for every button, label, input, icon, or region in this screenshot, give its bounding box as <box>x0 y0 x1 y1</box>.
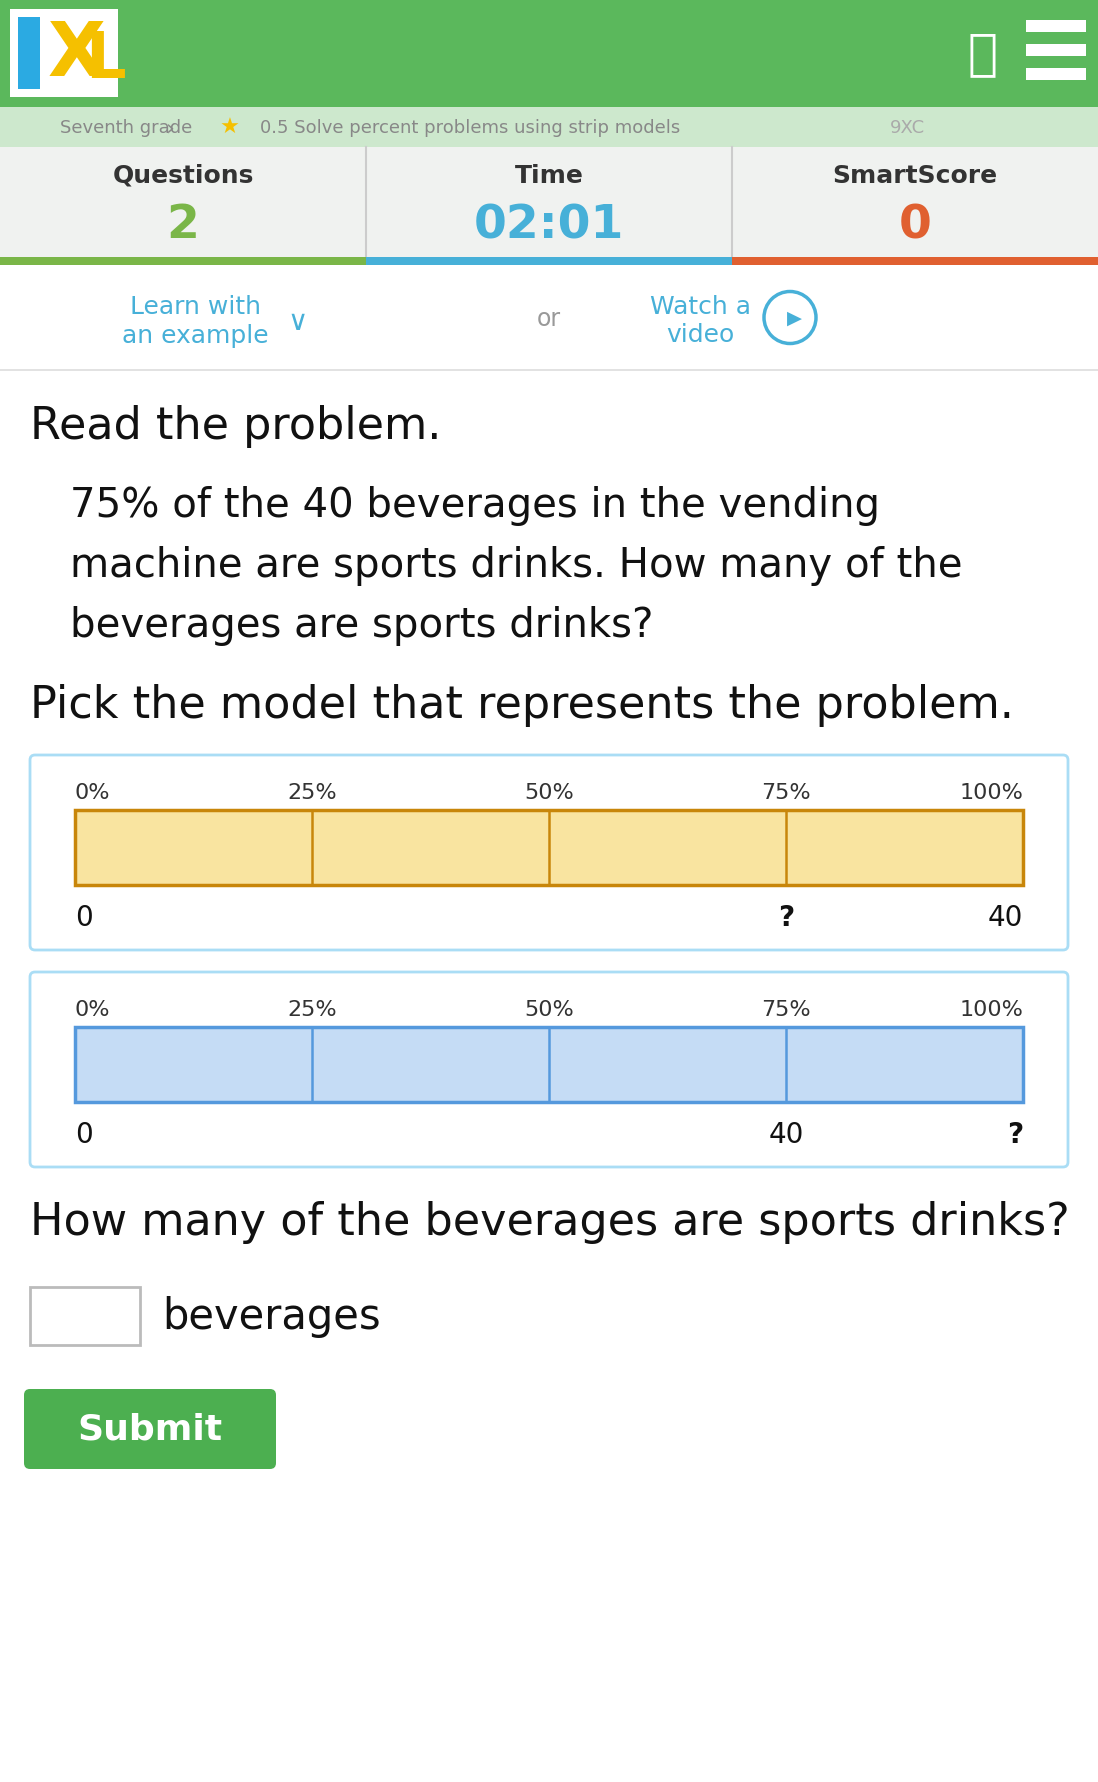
Bar <box>10 11 117 98</box>
FancyBboxPatch shape <box>30 756 1068 950</box>
Bar <box>366 258 732 266</box>
Text: 25%: 25% <box>288 1000 337 1019</box>
Text: Time: Time <box>515 164 583 187</box>
FancyBboxPatch shape <box>24 1390 276 1468</box>
Text: 75%: 75% <box>761 1000 810 1019</box>
Bar <box>0 148 1098 258</box>
Bar <box>75 811 1023 886</box>
Text: Submit: Submit <box>78 1411 223 1447</box>
FancyBboxPatch shape <box>30 973 1068 1167</box>
Bar <box>1026 21 1086 34</box>
Text: X: X <box>48 20 105 93</box>
Text: ∨: ∨ <box>288 308 309 337</box>
Text: or: or <box>537 307 561 330</box>
Text: SmartScore: SmartScore <box>832 164 998 187</box>
Text: beverages: beverages <box>163 1296 381 1336</box>
Bar <box>1026 69 1086 80</box>
Text: an example: an example <box>122 323 268 347</box>
Text: ⌕: ⌕ <box>968 30 998 78</box>
Bar <box>0 0 1098 109</box>
Bar <box>732 258 1098 266</box>
Text: 40: 40 <box>769 1121 804 1148</box>
Text: 02:01: 02:01 <box>474 203 624 248</box>
Bar <box>75 1028 1023 1103</box>
Text: 2: 2 <box>167 203 200 248</box>
Text: ★: ★ <box>220 118 240 137</box>
Bar <box>0 266 1098 371</box>
Bar <box>0 258 366 266</box>
Text: How many of the beverages are sports drinks?: How many of the beverages are sports dri… <box>30 1201 1069 1244</box>
Text: 50%: 50% <box>524 1000 574 1019</box>
Text: Questions: Questions <box>112 164 254 187</box>
Text: Seventh grade: Seventh grade <box>60 119 192 137</box>
Text: 100%: 100% <box>960 782 1023 802</box>
Text: ?: ? <box>1007 1121 1023 1148</box>
Text: 0: 0 <box>75 903 92 932</box>
Bar <box>30 1287 141 1345</box>
Bar <box>1026 45 1086 57</box>
Text: 0%: 0% <box>75 1000 111 1019</box>
Text: 25%: 25% <box>288 782 337 802</box>
Text: Pick the model that represents the problem.: Pick the model that represents the probl… <box>30 684 1013 727</box>
Text: 0: 0 <box>898 203 931 248</box>
Text: 75%: 75% <box>761 782 810 802</box>
Text: ▶: ▶ <box>786 308 802 328</box>
Text: 100%: 100% <box>960 1000 1023 1019</box>
Text: 0.5 Solve percent problems using strip models: 0.5 Solve percent problems using strip m… <box>260 119 681 137</box>
Text: 0: 0 <box>75 1121 92 1148</box>
Bar <box>18 18 40 89</box>
Text: 0%: 0% <box>75 782 111 802</box>
Bar <box>0 109 1098 148</box>
Text: video: video <box>665 323 735 347</box>
Text: Watch a: Watch a <box>650 294 751 319</box>
Text: ›: › <box>166 118 175 137</box>
Text: 9XC: 9XC <box>890 119 926 137</box>
Text: 40: 40 <box>987 903 1023 932</box>
Text: 50%: 50% <box>524 782 574 802</box>
Text: ?: ? <box>778 903 794 932</box>
Text: Read the problem.: Read the problem. <box>30 405 441 447</box>
Text: L: L <box>85 29 125 91</box>
Text: 75% of the 40 beverages in the vending
machine are sports drinks. How many of th: 75% of the 40 beverages in the vending m… <box>70 486 963 645</box>
Text: Learn with: Learn with <box>130 294 260 319</box>
